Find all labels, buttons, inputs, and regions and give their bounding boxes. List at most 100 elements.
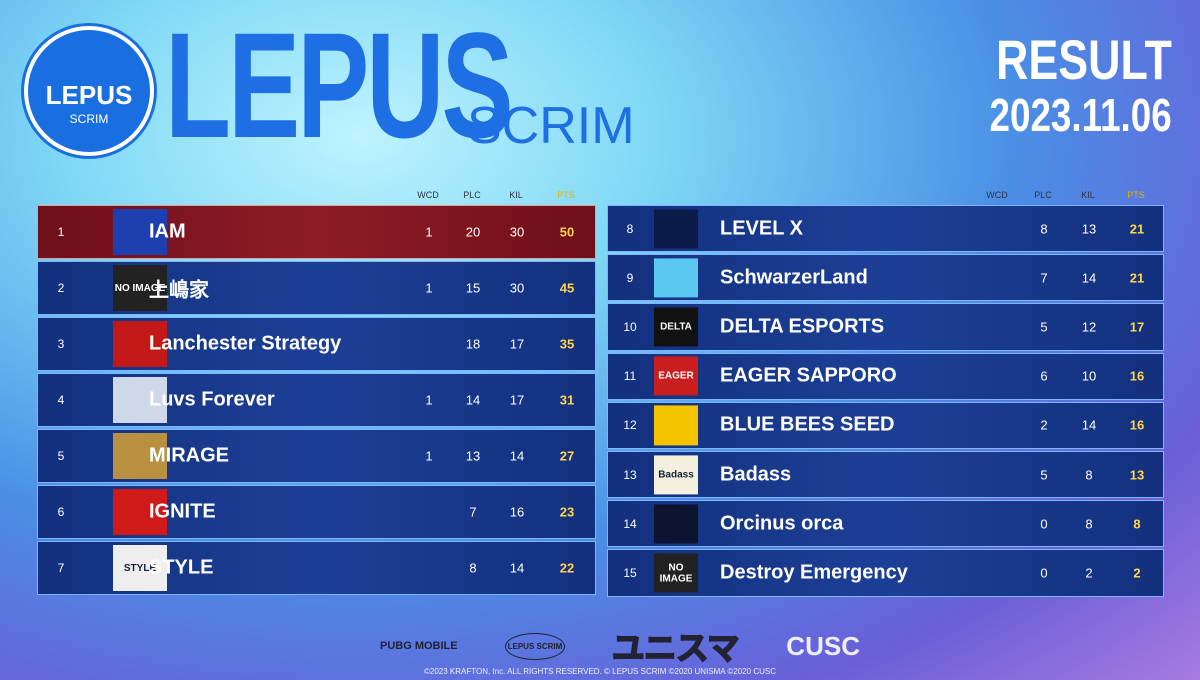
stat-pts: 8 <box>1133 516 1141 532</box>
column-header: PTS <box>1127 190 1145 200</box>
team-row: 15 NO IMAGE Destroy Emergency 0 2 2 <box>607 549 1164 597</box>
rank: 1 <box>57 225 65 239</box>
team-name: Lanchester Strategy <box>149 332 342 355</box>
team-name: EAGER SAPPORO <box>720 364 897 387</box>
stat-pts: 17 <box>1129 319 1145 335</box>
team-name: Destroy Emergency <box>720 561 908 584</box>
stat-kil: 14 <box>1081 417 1097 433</box>
stat-plc: 5 <box>1040 319 1048 335</box>
team-logo <box>654 405 698 445</box>
stat-wcd: 1 <box>425 392 433 408</box>
team-logo <box>113 433 167 479</box>
stat-kil: 16 <box>509 504 525 520</box>
team-logo <box>654 504 698 544</box>
stat-kil: 30 <box>509 224 525 240</box>
team-logo: NO IMAGE <box>113 265 167 311</box>
stat-kil: 2 <box>1085 565 1093 581</box>
team-name: STYLE <box>149 556 214 579</box>
sponsors: PUBG MOBILE LEPUS SCRIM ユニスマ CUSC <box>380 628 860 667</box>
stat-pts: 21 <box>1129 270 1145 286</box>
stat-plc: 7 <box>1040 270 1048 286</box>
rank: 10 <box>623 319 637 334</box>
team-row: 4 Luvs Forever 1 14 17 31 <box>37 373 596 427</box>
team-row: 7 STYLE STYLE 8 14 22 <box>37 541 596 595</box>
stat-pts: 13 <box>1129 467 1145 483</box>
column-header: WCD <box>417 190 439 200</box>
rank: 5 <box>57 449 65 463</box>
column-header: PTS <box>557 190 575 200</box>
stat-plc: 5 <box>1040 467 1048 483</box>
team-name: LEVEL X <box>720 217 803 240</box>
stat-kil: 13 <box>1081 221 1097 237</box>
team-name: IGNITE <box>149 500 216 523</box>
team-row: 12 BLUE BEES SEED 2 14 16 <box>607 401 1164 449</box>
stat-kil: 14 <box>509 560 525 576</box>
rank: 8 <box>626 221 634 236</box>
stat-pts: 2 <box>1133 565 1141 581</box>
team-row: 5 MIRAGE 1 13 14 27 <box>37 429 596 483</box>
stat-kil: 10 <box>1081 368 1097 384</box>
team-logo <box>113 377 167 423</box>
stat-kil: 12 <box>1081 319 1097 335</box>
team-logo <box>113 321 167 367</box>
stat-plc: 0 <box>1040 516 1048 532</box>
stat-kil: 8 <box>1085 467 1093 483</box>
rank: 6 <box>57 505 65 519</box>
stat-pts: 21 <box>1129 221 1145 237</box>
column-header: PLC <box>463 190 481 200</box>
team-logo <box>113 209 167 255</box>
team-row: 10 DELTA DELTA ESPORTS 5 12 17 <box>607 303 1164 351</box>
stat-kil: 17 <box>509 336 525 352</box>
team-row: 6 IGNITE 7 16 23 <box>37 485 596 539</box>
stat-pts: 31 <box>559 392 575 408</box>
stat-pts: 27 <box>559 448 575 464</box>
team-name: Orcinus orca <box>720 512 844 535</box>
team-name: Badass <box>720 463 792 486</box>
stat-plc: 15 <box>465 280 481 296</box>
stat-plc: 7 <box>469 504 477 520</box>
stat-kil: 8 <box>1085 516 1093 532</box>
team-name: IAM <box>149 220 186 243</box>
rank: 13 <box>623 467 637 482</box>
rank: 14 <box>623 516 637 531</box>
team-name: Luvs Forever <box>149 388 275 411</box>
stat-pts: 45 <box>559 280 575 296</box>
stat-pts: 22 <box>559 560 575 576</box>
rank: 9 <box>626 270 634 285</box>
team-row: 8 LEVEL X 8 13 21 <box>607 205 1164 253</box>
logo-circle: LEPUS SCRIM <box>24 26 154 156</box>
result: RESULT <box>996 28 1172 91</box>
sponsor: ユニスマ <box>611 629 740 667</box>
stat-plc: 20 <box>465 224 481 240</box>
team-row: 9 SchwarzerLand 7 14 21 <box>607 254 1164 302</box>
stat-wcd: 1 <box>425 280 433 296</box>
team-logo <box>654 209 698 249</box>
team-row: 1 IAM 1 20 30 50 <box>37 205 596 259</box>
stat-kil: 14 <box>1081 270 1097 286</box>
team-row: 11 EAGER EAGER SAPPORO 6 10 16 <box>607 352 1164 400</box>
team-name: SchwarzerLand <box>720 266 868 289</box>
stat-pts: 16 <box>1129 368 1145 384</box>
sponsor: CUSC <box>786 630 860 661</box>
team-logo <box>113 489 167 535</box>
title-sub: SCRIM <box>467 97 635 155</box>
column-header: KIL <box>509 190 523 200</box>
title: LEPUS <box>165 1 514 169</box>
stat-plc: 6 <box>1040 368 1048 384</box>
sponsor: PUBG MOBILE <box>380 640 458 652</box>
team-logo: EAGER <box>654 356 698 396</box>
rank: 3 <box>57 337 65 351</box>
stat-plc: 18 <box>465 336 481 352</box>
column-header: PLC <box>1034 190 1052 200</box>
team-row: 13 Badass Badass 5 8 13 <box>607 451 1164 499</box>
team-logo: DELTA <box>654 307 698 347</box>
stat-wcd: 1 <box>425 224 433 240</box>
team-name: BLUE BEES SEED <box>720 413 895 436</box>
team-logo: Badass <box>654 455 698 495</box>
team-row: 2 NO IMAGE 上嶋家 1 15 30 45 <box>37 261 596 315</box>
stat-plc: 8 <box>1040 221 1048 237</box>
team-name: 上嶋家 <box>149 279 209 302</box>
stat-pts: 35 <box>559 336 575 352</box>
team-name: MIRAGE <box>149 444 229 467</box>
logo-bottom: SCRIM <box>69 112 109 126</box>
